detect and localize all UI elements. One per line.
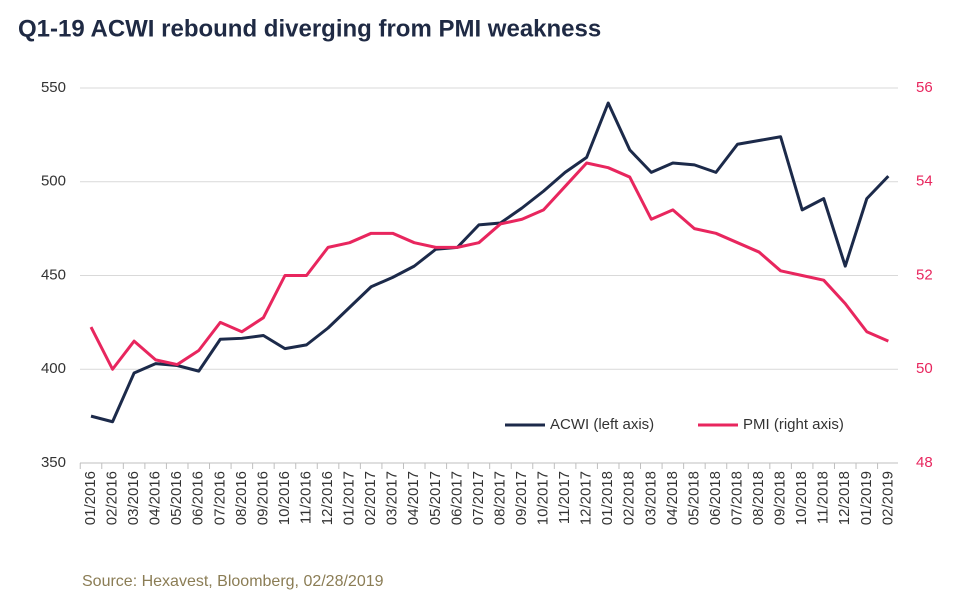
x-tick-label: 11/2017 — [556, 471, 573, 524]
y-tick-label: 400 — [41, 360, 66, 377]
x-tick-label: 03/2016 — [125, 471, 142, 525]
x-tick-label: 01/2017 — [341, 471, 358, 525]
x-tick-label: 06/2017 — [448, 471, 465, 525]
x-tick-label: 08/2017 — [491, 471, 508, 525]
x-tick-label: 01/2019 — [858, 471, 875, 525]
y-tick-label: 350 — [41, 454, 66, 471]
x-tick-label: 08/2018 — [750, 471, 767, 525]
x-tick-label: 10/2017 — [535, 471, 552, 525]
series-line — [90, 101, 890, 424]
x-tick-label: 08/2016 — [233, 471, 250, 525]
x-tick-label: 09/2017 — [513, 471, 530, 525]
x-tick-label: 12/2017 — [578, 471, 595, 525]
x-tick-label: 07/2018 — [728, 471, 745, 525]
x-tick-label: 01/2016 — [82, 471, 99, 525]
x-tick-label: 04/2017 — [405, 471, 422, 525]
y-tick-label: 450 — [41, 266, 66, 283]
x-tick-label: 05/2016 — [168, 471, 185, 525]
x-tick-label: 02/2017 — [362, 471, 379, 525]
source-note: Source: Hexavest, Bloomberg, 02/28/2019 — [82, 573, 384, 590]
x-tick-label: 07/2016 — [211, 471, 228, 525]
x-tick-label: 04/2016 — [147, 471, 164, 525]
x-tick-label: 07/2017 — [470, 471, 487, 525]
y-tick-label: 550 — [41, 79, 66, 96]
series-line — [89, 161, 889, 371]
x-tick-label: 05/2018 — [685, 471, 702, 525]
x-tick-label: 02/2016 — [104, 471, 121, 525]
x-tick-label: 09/2018 — [772, 471, 789, 525]
x-tick-label: 03/2018 — [642, 471, 659, 525]
x-tick-label: 06/2018 — [707, 471, 724, 525]
chart-title: Q1-19 ACWI rebound diverging from PMI we… — [18, 15, 601, 42]
legend-label: ACWI (left axis) — [550, 416, 654, 433]
x-tick-label: 01/2018 — [599, 471, 616, 525]
legend-label: PMI (right axis) — [743, 416, 844, 433]
x-tick-label: 11/2016 — [297, 471, 314, 524]
y2-tick-label: 50 — [916, 360, 933, 377]
x-tick-label: 06/2016 — [190, 471, 207, 525]
x-tick-label: 12/2016 — [319, 471, 336, 525]
y2-tick-label: 56 — [916, 79, 933, 96]
x-tick-label: 02/2018 — [621, 471, 638, 525]
x-tick-label: 10/2016 — [276, 471, 293, 525]
x-tick-label: 05/2017 — [427, 471, 444, 525]
x-tick-label: 03/2017 — [384, 471, 401, 525]
x-tick-label: 04/2018 — [664, 471, 681, 525]
x-tick-label: 09/2016 — [254, 471, 271, 525]
x-tick-label: 10/2018 — [793, 471, 810, 525]
x-tick-label: 02/2019 — [879, 471, 896, 525]
y2-tick-label: 54 — [916, 173, 933, 190]
y2-tick-label: 52 — [916, 266, 933, 283]
y2-tick-label: 48 — [916, 454, 933, 471]
x-tick-label: 12/2018 — [836, 471, 853, 525]
x-tick-label: 11/2018 — [815, 471, 832, 524]
y-tick-label: 500 — [41, 173, 66, 190]
